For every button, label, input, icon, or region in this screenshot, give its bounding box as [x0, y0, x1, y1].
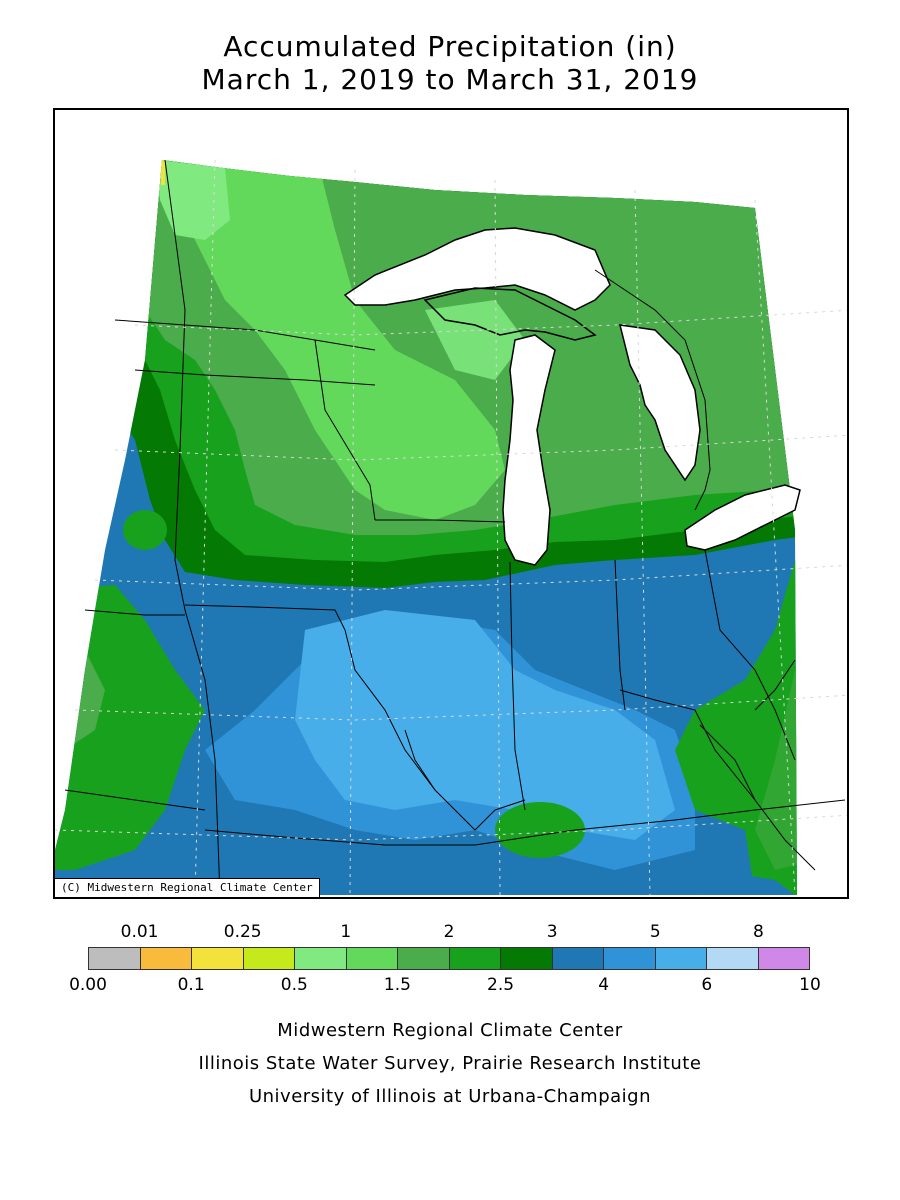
legend-swatch	[140, 948, 192, 969]
color-legend	[88, 947, 810, 970]
lake-superior	[343, 227, 611, 311]
graticule	[55, 159, 847, 896]
legend-label-bottom: 6	[701, 975, 713, 995]
map-title: Accumulated Precipitation (in)	[223, 30, 677, 63]
legend-label-bottom: 0.00	[69, 975, 107, 995]
legend-swatch	[604, 948, 656, 969]
legend-swatch	[192, 948, 244, 969]
precipitation-map: (C) Midwestern Regional Climate Center	[53, 108, 849, 899]
legend-label-bottom: 10	[799, 975, 821, 995]
legend-label-bottom: 0.5	[280, 975, 308, 995]
map-canvas	[55, 159, 847, 896]
legend-label-bottom: 0.1	[177, 975, 205, 995]
lake-huron	[619, 324, 701, 482]
legend-swatch	[758, 948, 809, 969]
legend-label-top: 1	[340, 922, 352, 942]
legend-swatch	[243, 948, 295, 969]
legend-swatch	[501, 948, 553, 969]
footer-university: University of Illinois at Urbana-Champai…	[248, 1086, 652, 1107]
legend-label-top: 8	[753, 922, 764, 942]
legend-swatch	[655, 948, 707, 969]
great-lakes	[343, 227, 801, 566]
legend-swatch	[295, 948, 347, 969]
map-credit: (C) Midwestern Regional Climate Center	[55, 878, 320, 897]
lake-michigan	[502, 334, 556, 566]
legend-swatch	[449, 948, 501, 969]
legend-label-top: 0.01	[120, 922, 159, 942]
upper-michigan-land	[423, 287, 597, 341]
legend-label-top: 3	[546, 922, 558, 942]
legend-swatch	[346, 948, 398, 969]
legend-label-top: 2	[443, 922, 455, 942]
legend-label-top: 5	[649, 922, 661, 942]
map-date-range: March 1, 2019 to March 31, 2019	[201, 63, 699, 96]
legend-label-top: 0.25	[223, 922, 262, 942]
legend-label-bottom: 1.5	[383, 975, 411, 995]
legend-swatch	[552, 948, 604, 969]
footer-survey: Illinois State Water Survey, Prairie Res…	[198, 1053, 702, 1074]
legend-swatch	[89, 948, 141, 969]
legend-label-bottom: 2.5	[487, 975, 515, 995]
legend-label-bottom: 4	[598, 975, 610, 995]
legend-swatch	[707, 948, 759, 969]
lake-erie	[684, 484, 801, 551]
footer-org: Midwestern Regional Climate Center	[277, 1020, 623, 1041]
legend-swatch	[398, 948, 450, 969]
